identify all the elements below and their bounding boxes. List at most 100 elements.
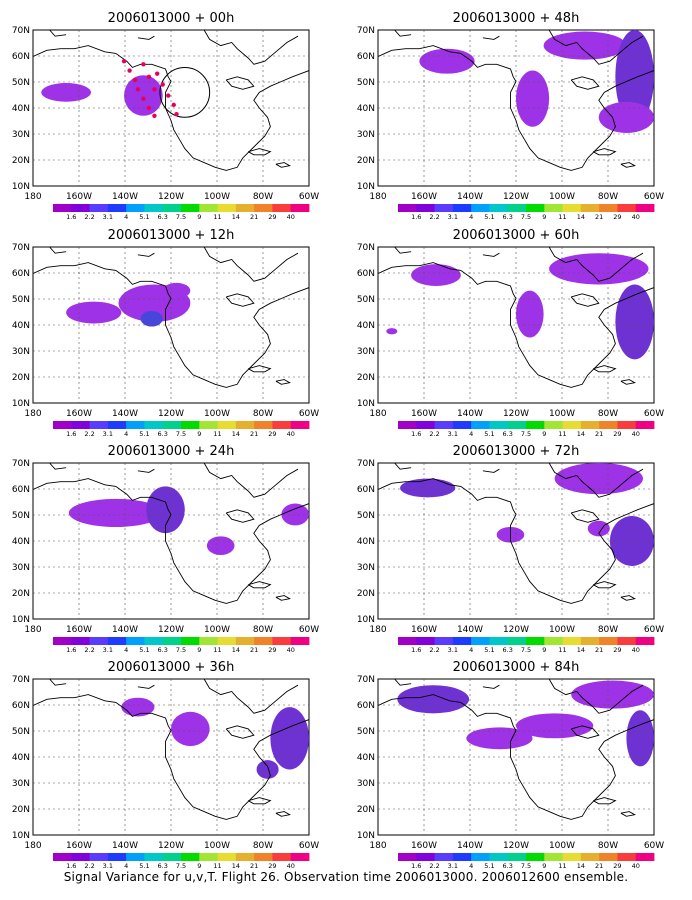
longitude-label: 100W bbox=[204, 409, 230, 419]
colorbar-label: 7.5 bbox=[176, 862, 186, 870]
colorbar-swatch bbox=[254, 204, 273, 212]
variance-region bbox=[609, 516, 654, 566]
coastline bbox=[49, 247, 67, 254]
colorbar-label: 21 bbox=[250, 213, 258, 221]
longitude-label: 80W bbox=[253, 192, 273, 202]
colorbar-label: 4 bbox=[469, 430, 473, 438]
colorbar-swatch bbox=[507, 637, 527, 645]
variance-region bbox=[41, 83, 91, 102]
colorbar-swatch bbox=[599, 421, 618, 429]
colorbar-label: 7.5 bbox=[176, 213, 186, 221]
colorbar-label: 29 bbox=[268, 213, 276, 221]
colorbar-swatch bbox=[562, 853, 582, 861]
coastline bbox=[548, 30, 644, 65]
variance-region bbox=[615, 30, 654, 124]
dropsonde-marker bbox=[174, 112, 179, 117]
colorbar-label: 9 bbox=[542, 646, 546, 654]
latitude-label: 40N bbox=[357, 537, 375, 547]
longitude-label: 160W bbox=[411, 841, 437, 851]
longitude-label: 180 bbox=[24, 409, 41, 419]
longitude-label: 160W bbox=[411, 625, 437, 635]
figure-canvas: 2006013000 + 00h70N60N50N40N30N20N10N180… bbox=[12, 11, 664, 870]
coastline bbox=[242, 287, 309, 376]
variance-region bbox=[206, 536, 235, 556]
colorbar-swatch bbox=[617, 853, 637, 861]
longitude-label: 140W bbox=[112, 192, 138, 202]
coastline bbox=[275, 811, 291, 817]
colorbar-label: 7.5 bbox=[521, 213, 531, 221]
longitude-label: 60W bbox=[299, 409, 319, 419]
latitude-label: 60N bbox=[357, 485, 375, 495]
colorbar-swatch bbox=[452, 204, 472, 212]
colorbar-swatch bbox=[544, 637, 563, 645]
colorbar-label: 5.1 bbox=[484, 213, 494, 221]
coastline bbox=[378, 478, 589, 604]
colorbar-swatch bbox=[452, 421, 472, 429]
coastline bbox=[33, 694, 244, 820]
dropsonde-marker bbox=[146, 105, 152, 111]
dropsonde-marker bbox=[160, 82, 165, 87]
colorbar-label: 4 bbox=[469, 862, 473, 870]
latitude-label: 10N bbox=[12, 399, 30, 409]
coastline bbox=[482, 35, 500, 40]
colorbar-swatch bbox=[526, 637, 545, 645]
coastline bbox=[33, 262, 244, 388]
colorbar-label: 6.3 bbox=[158, 430, 168, 438]
colorbar-label: 3.1 bbox=[448, 213, 458, 221]
variance-region bbox=[516, 70, 550, 127]
colorbar-swatch bbox=[635, 637, 655, 645]
latitude-label: 70N bbox=[357, 675, 375, 685]
longitude-label: 180 bbox=[24, 841, 41, 851]
coastline bbox=[378, 694, 589, 820]
latitude-label: 30N bbox=[357, 347, 375, 357]
variance-region bbox=[466, 727, 533, 750]
latitude-label: 10N bbox=[12, 831, 30, 841]
coastline bbox=[49, 679, 67, 686]
colorbar-swatch bbox=[181, 637, 200, 645]
colorbar-swatch bbox=[126, 421, 145, 429]
colorbar-swatch bbox=[507, 204, 527, 212]
colorbar-swatch bbox=[489, 204, 509, 212]
colorbar-label: 1.6 bbox=[411, 862, 421, 870]
latitude-label: 50N bbox=[12, 78, 30, 88]
colorbar-label: 40 bbox=[632, 646, 640, 654]
colorbar-swatch bbox=[272, 853, 292, 861]
latitude-label: 10N bbox=[357, 831, 375, 841]
latitude-label: 50N bbox=[357, 78, 375, 88]
colorbar-swatch bbox=[144, 853, 164, 861]
dropsonde-marker bbox=[155, 71, 160, 76]
longitude-label: 60W bbox=[644, 841, 664, 851]
latitude-label: 30N bbox=[357, 563, 375, 573]
colorbar-swatch bbox=[416, 204, 435, 212]
colorbar-swatch bbox=[398, 421, 417, 429]
coastline bbox=[587, 287, 654, 376]
latitude-label: 70N bbox=[12, 459, 30, 469]
coastline bbox=[593, 797, 617, 805]
colorbar-label: 21 bbox=[595, 430, 603, 438]
colorbar-label: 29 bbox=[613, 213, 621, 221]
dropsonde-marker bbox=[141, 96, 146, 101]
colorbar-swatch bbox=[580, 421, 600, 429]
coastline bbox=[620, 595, 636, 601]
colorbar-label: 2.2 bbox=[84, 430, 94, 438]
colorbar-swatch bbox=[254, 853, 273, 861]
colorbar-label: 6.3 bbox=[503, 862, 513, 870]
latitude-label: 10N bbox=[357, 399, 375, 409]
colorbar-label: 3.1 bbox=[103, 430, 113, 438]
variance-region bbox=[615, 284, 654, 360]
latitude-label: 40N bbox=[12, 104, 30, 114]
colorbar-swatch bbox=[635, 204, 655, 212]
colorbar-swatch bbox=[290, 637, 310, 645]
colorbar-swatch bbox=[416, 853, 435, 861]
colorbar-label: 1.6 bbox=[411, 430, 421, 438]
coastline bbox=[378, 45, 589, 171]
colorbar-swatch bbox=[107, 421, 127, 429]
colorbar-swatch bbox=[126, 853, 145, 861]
colorbar-label: 29 bbox=[613, 430, 621, 438]
colorbar-label: 29 bbox=[613, 862, 621, 870]
latitude-label: 10N bbox=[357, 615, 375, 625]
colorbar-label: 2.2 bbox=[429, 646, 439, 654]
longitude-label: 80W bbox=[253, 625, 273, 635]
colorbar-label: 6.3 bbox=[158, 646, 168, 654]
coastline bbox=[548, 247, 644, 282]
